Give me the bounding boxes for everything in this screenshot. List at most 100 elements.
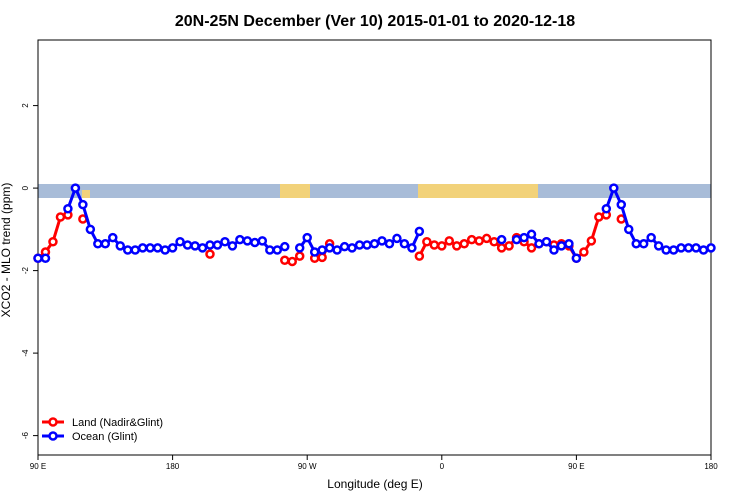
data-point (302, 232, 312, 243)
x-tick-label: 0 (440, 462, 445, 471)
data-point (392, 233, 402, 244)
chart-title: 20N-25N December (Ver 10) 2015-01-01 to … (175, 13, 575, 30)
data-point (668, 245, 679, 255)
data-point (324, 243, 335, 253)
data-point (294, 251, 305, 261)
data-point (48, 236, 58, 247)
legend-marker (48, 417, 58, 427)
x-tick-label: 180 (704, 462, 718, 471)
y-tick-label: -4 (21, 349, 30, 357)
data-point (623, 224, 634, 235)
data-point (377, 236, 387, 246)
data-point (534, 239, 544, 249)
land-strip (82, 190, 90, 198)
data-point (93, 239, 103, 249)
data-point (489, 236, 499, 247)
legend-label: Ocean (Glint) (72, 431, 137, 443)
data-point (631, 239, 641, 249)
data-point (437, 241, 447, 251)
data-point (496, 243, 507, 253)
data-point (108, 232, 118, 243)
data-point (317, 245, 327, 255)
data-point (638, 239, 649, 249)
data-point (511, 234, 522, 245)
data-point (459, 239, 469, 249)
data-point (115, 241, 126, 251)
data-point (100, 239, 111, 249)
x-tick-label: 90 E (568, 462, 584, 471)
data-point (265, 245, 275, 255)
y-tick-label: 0 (21, 185, 30, 190)
data-point (317, 252, 327, 263)
data-point (564, 239, 574, 249)
data-point (145, 243, 155, 253)
data-point (519, 232, 529, 243)
data-point (205, 240, 215, 250)
data-point (444, 236, 455, 246)
y-tick-label: -6 (21, 432, 30, 440)
data-point (354, 240, 365, 250)
data-point (594, 212, 604, 222)
legend-label: Land (Nadir&Glint) (72, 417, 163, 429)
data-point (579, 247, 589, 257)
data-point (571, 253, 582, 263)
data-point (474, 236, 484, 246)
data-point (137, 243, 148, 253)
data-point (197, 243, 208, 253)
data-point (55, 212, 66, 222)
y-tick-label: -2 (21, 266, 30, 274)
data-point (309, 247, 320, 257)
data-point (227, 241, 238, 251)
data-point (205, 249, 215, 259)
data-point (332, 245, 342, 255)
data-point (504, 241, 514, 251)
data-point (706, 243, 716, 253)
data-point (452, 241, 462, 251)
data-point (399, 239, 410, 249)
data-point (85, 224, 96, 235)
x-tick-label: 90 E (30, 462, 46, 471)
data-point (429, 240, 440, 250)
data-point (339, 241, 350, 252)
data-point (407, 243, 417, 253)
data-point (481, 233, 492, 244)
data-point (272, 245, 283, 255)
data-point (70, 183, 81, 193)
data-point (616, 199, 627, 210)
data-point (190, 241, 200, 251)
y-axis-title: XCO2 - MLO trend (ppm) (0, 183, 13, 318)
data-point (683, 243, 694, 253)
data-point (422, 236, 432, 247)
data-point (414, 226, 425, 237)
data-point (152, 243, 163, 253)
data-point (496, 234, 507, 245)
data-point (466, 234, 477, 245)
data-point (541, 236, 552, 247)
data-point (33, 253, 43, 263)
data-point (526, 229, 537, 240)
data-point (122, 245, 133, 255)
data-point (235, 234, 245, 245)
data-point (160, 245, 170, 255)
x-axis-title: Longitude (deg E) (327, 477, 422, 491)
data-point (280, 241, 290, 252)
data-point (661, 245, 671, 255)
y-tick-label: 2 (21, 103, 30, 108)
map-strip (38, 184, 711, 198)
data-point (220, 236, 230, 247)
data-point (287, 256, 297, 267)
x-tick-label: 90 W (298, 462, 317, 471)
legend-marker (48, 431, 58, 441)
data-point (609, 183, 619, 193)
data-point (347, 243, 357, 253)
data-point (526, 243, 537, 253)
data-point (369, 239, 380, 249)
x-tick-label: 180 (166, 462, 180, 471)
data-point (549, 245, 559, 255)
data-point (698, 245, 709, 255)
data-point (294, 243, 305, 253)
data-point (130, 245, 140, 255)
data-point (212, 240, 223, 250)
data-point (63, 203, 73, 214)
